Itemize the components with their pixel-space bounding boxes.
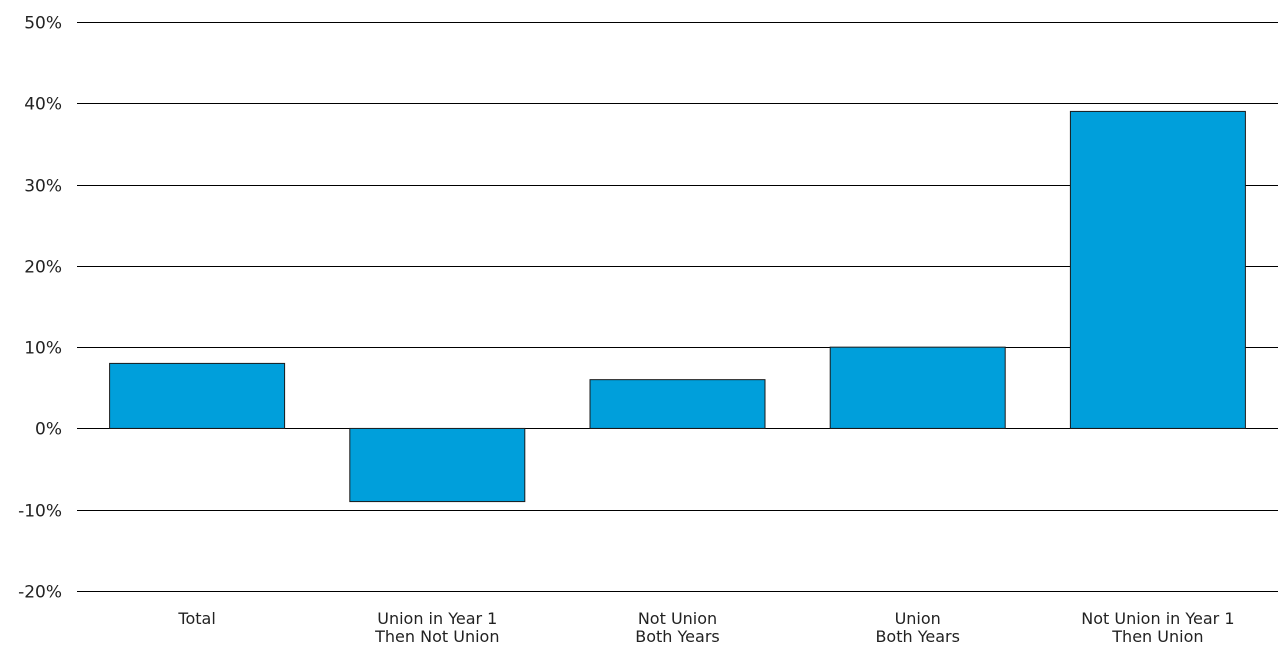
- y-tick-label: 0%: [35, 420, 62, 440]
- bar: [109, 362, 286, 429]
- bar: [829, 346, 1006, 429]
- y-tick-label: 50%: [24, 14, 62, 34]
- x-axis-tick-labels: Total Union in Year 1 Then Not Union Not Un…: [177, 609, 1234, 646]
- x-tick-label-line: Not Union: [638, 609, 717, 628]
- x-tick-label-line: Total: [177, 609, 215, 628]
- bars: [109, 110, 1246, 503]
- bar: [589, 379, 766, 429]
- x-tick-label-line: Union: [895, 609, 941, 628]
- y-tick-label: -20%: [18, 583, 62, 603]
- y-tick-label: 20%: [24, 258, 62, 278]
- x-tick-label-line: Both Years: [875, 627, 959, 646]
- x-tick-label-line: Then Not Union: [374, 627, 499, 646]
- x-tick-label-line: Both Years: [635, 627, 719, 646]
- bar: [349, 427, 526, 503]
- y-tick-label: 40%: [24, 95, 62, 115]
- x-tick-label-line: Not Union in Year 1: [1081, 609, 1234, 628]
- x-tick-label-line: Union in Year 1: [377, 609, 497, 628]
- x-tick-label-line: Then Union: [1111, 627, 1203, 646]
- bar: [1069, 110, 1246, 429]
- y-tick-label: 30%: [24, 177, 62, 197]
- x-tick-label: Union in Year 1 Then Not Union: [374, 609, 499, 646]
- y-tick-label: -10%: [18, 502, 62, 522]
- x-tick-label: Total: [177, 609, 215, 628]
- x-tick-label: Not Union Both Years: [635, 609, 719, 646]
- x-tick-label: Not Union in Year 1 Then Union: [1081, 609, 1234, 646]
- y-tick-label: 10%: [24, 339, 62, 359]
- y-axis-tick-labels: -20% -10% 0% 10% 20% 30% 40% 50%: [18, 14, 62, 603]
- x-tick-label: Union Both Years: [875, 609, 959, 646]
